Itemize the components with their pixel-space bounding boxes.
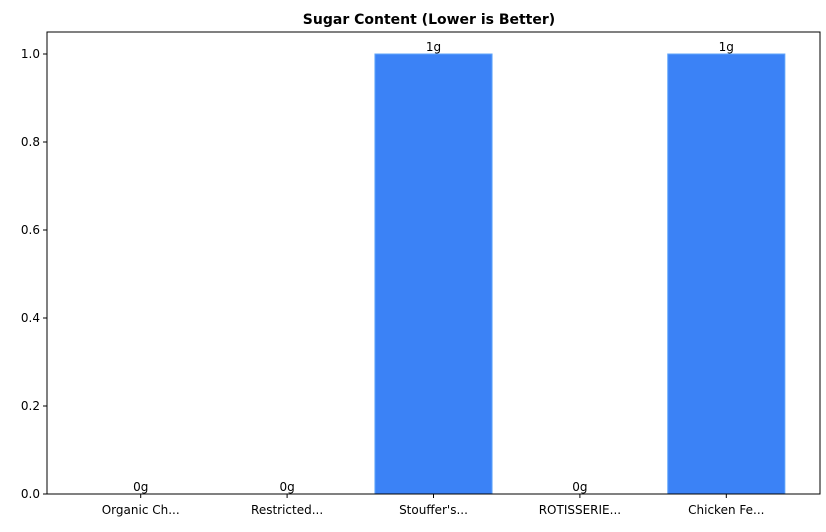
y-tick-label: 1.0 [21,47,40,61]
data-label: 0g [279,480,294,494]
y-tick-label: 0.6 [21,223,40,237]
x-tick-label: Restricted... [251,503,323,517]
data-label: 1g [719,40,734,54]
bar [667,53,786,495]
data-label: 1g [426,40,441,54]
y-tick-label: 0.8 [21,135,40,149]
bar [374,53,493,495]
x-tick-label: Chicken Fe... [688,503,764,517]
data-label: 0g [572,480,587,494]
chart-title: Sugar Content (Lower is Better) [303,12,555,28]
y-tick-label: 0.0 [21,487,40,501]
x-tick-label: Organic Ch... [102,503,180,517]
x-tick-label: ROTISSERIE... [539,503,621,517]
x-tick-label: Stouffer's... [399,503,468,517]
data-label: 0g [133,480,148,494]
y-tick-label: 0.4 [21,311,40,325]
plot-frame [46,31,821,495]
y-tick-label: 0.2 [21,399,40,413]
